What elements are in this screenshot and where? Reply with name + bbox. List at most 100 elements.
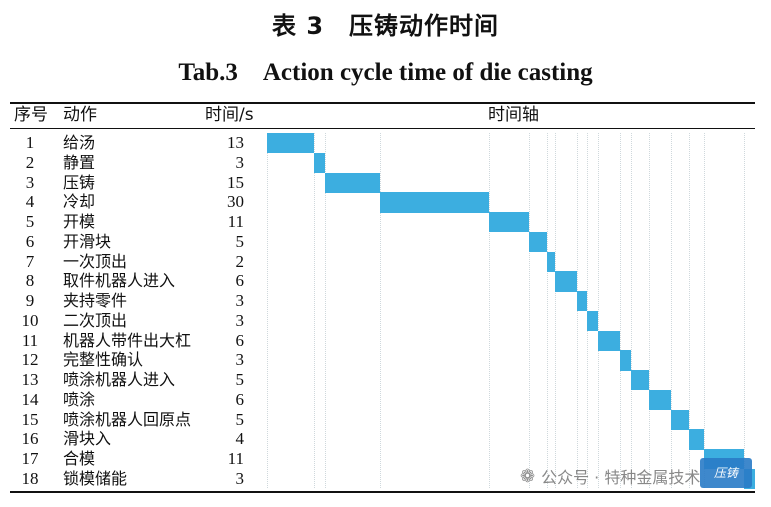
row-number: 7 bbox=[25, 251, 35, 271]
header-action: 动作 bbox=[63, 105, 97, 125]
row-number: 12 bbox=[21, 350, 39, 370]
row-action: 二次顶出 bbox=[63, 310, 128, 330]
table-row: 2 静置 3 bbox=[0, 153, 771, 173]
row-number: 10 bbox=[21, 310, 39, 330]
timeline-bar bbox=[587, 310, 599, 331]
timeline-guide bbox=[704, 133, 705, 488]
header-timeline: 时间轴 bbox=[488, 105, 539, 125]
timeline-bar bbox=[689, 429, 704, 450]
table-row: 9 夹持零件 3 bbox=[0, 291, 771, 311]
timeline-bar bbox=[547, 251, 555, 272]
row-number: 3 bbox=[25, 172, 35, 192]
table-row: 5 开模 11 bbox=[0, 212, 771, 232]
row-time: 11 bbox=[227, 212, 244, 231]
table-row: 6 开滑块 5 bbox=[0, 232, 771, 252]
row-time: 5 bbox=[235, 370, 245, 389]
row-action: 开滑块 bbox=[63, 231, 112, 251]
row-time: 11 bbox=[227, 449, 244, 468]
row-number: 5 bbox=[25, 212, 35, 231]
row-action: 开模 bbox=[63, 212, 96, 231]
row-action: 静置 bbox=[63, 152, 96, 172]
bottom-rule bbox=[10, 491, 755, 493]
row-number: 8 bbox=[25, 271, 35, 291]
timeline-guide bbox=[689, 133, 691, 488]
table-row: 13 喷涂机器人进入 5 bbox=[0, 370, 771, 390]
row-time: 3 bbox=[235, 468, 245, 488]
timeline-bar bbox=[529, 231, 548, 252]
timeline-guide bbox=[379, 133, 381, 488]
timeline-guide bbox=[325, 133, 327, 488]
row-action: 喷涂 bbox=[63, 389, 96, 409]
timeline-guide bbox=[671, 133, 673, 488]
timeline-guide bbox=[744, 133, 746, 488]
table-row: 14 喷涂 6 bbox=[0, 390, 771, 410]
timeline-bar bbox=[554, 271, 577, 292]
header-no: 序号 bbox=[14, 105, 48, 125]
row-time: 15 bbox=[227, 172, 244, 192]
row-number: 2 bbox=[25, 152, 35, 172]
row-time: 2 bbox=[235, 251, 245, 271]
timeline-guide bbox=[631, 133, 633, 488]
row-time: 6 bbox=[235, 330, 245, 350]
wechat-icon: ❁ bbox=[520, 465, 536, 487]
row-number: 13 bbox=[21, 370, 39, 389]
table-row: 11 机器人带件出大杠 6 bbox=[0, 331, 771, 351]
timeline-bar bbox=[314, 152, 326, 173]
timeline-guide bbox=[489, 133, 491, 488]
row-action: 合模 bbox=[63, 449, 96, 468]
row-time: 4 bbox=[235, 429, 245, 449]
table-row: 17 合模 11 bbox=[0, 449, 771, 469]
row-time: 3 bbox=[235, 350, 245, 370]
row-number: 1 bbox=[25, 133, 35, 152]
table-row: 4 冷却 30 bbox=[0, 192, 771, 212]
row-number: 16 bbox=[21, 429, 39, 449]
timeline-bar bbox=[671, 409, 690, 430]
watermark-text: 公众号 · 特种金属技术 bbox=[541, 468, 701, 487]
row-time: 5 bbox=[235, 409, 245, 429]
row-action: 一次顶出 bbox=[63, 251, 128, 271]
table-row: 1 给汤 13 bbox=[0, 133, 771, 153]
row-number: 11 bbox=[21, 330, 39, 350]
row-action: 取件机器人进入 bbox=[63, 271, 176, 291]
row-action: 滑块入 bbox=[63, 429, 112, 449]
row-number: 6 bbox=[25, 231, 35, 251]
row-number: 14 bbox=[21, 389, 39, 409]
row-time: 6 bbox=[235, 271, 245, 291]
timeline-guide bbox=[314, 133, 316, 488]
timeline-guide bbox=[587, 133, 589, 488]
row-action: 机器人带件出大杠 bbox=[63, 330, 192, 350]
top-rule bbox=[10, 102, 755, 104]
timeline-guide bbox=[649, 133, 651, 488]
table-row: 10 二次顶出 3 bbox=[0, 311, 771, 331]
header-time: 时间/s bbox=[205, 105, 254, 125]
table-row: 12 完整性确认 3 bbox=[0, 350, 771, 370]
timeline-guide bbox=[547, 133, 549, 488]
timeline-bar bbox=[649, 389, 672, 410]
timeline-guide bbox=[598, 133, 600, 488]
row-action: 喷涂机器人进入 bbox=[63, 370, 176, 389]
table-row: 16 滑块入 4 bbox=[0, 429, 771, 449]
timeline-guide bbox=[554, 133, 556, 488]
timeline-bar bbox=[576, 291, 588, 312]
timeline-bar bbox=[489, 212, 530, 233]
timeline-guide bbox=[529, 133, 531, 488]
timeline-bar bbox=[598, 330, 621, 351]
row-time: 3 bbox=[235, 310, 245, 330]
row-action: 给汤 bbox=[63, 133, 96, 152]
timeline-bar bbox=[620, 350, 632, 371]
table-row: 3 压铸 15 bbox=[0, 173, 771, 193]
timeline-bar bbox=[631, 370, 650, 391]
row-number: 9 bbox=[25, 291, 35, 310]
row-time: 3 bbox=[235, 152, 245, 172]
row-number: 15 bbox=[21, 409, 39, 429]
row-number: 18 bbox=[21, 468, 39, 488]
timeline-bar bbox=[267, 133, 315, 154]
watermark: ❁ 公众号 · 特种金属技术 bbox=[520, 458, 700, 494]
watermark-stamp: 压铸 bbox=[700, 458, 752, 488]
row-time: 5 bbox=[235, 231, 245, 251]
timeline-bar bbox=[379, 192, 490, 213]
table-row: 15 喷涂机器人回原点 5 bbox=[0, 410, 771, 430]
row-action: 完整性确认 bbox=[63, 350, 144, 370]
row-action: 喷涂机器人回原点 bbox=[63, 409, 192, 429]
table-row: 8 取件机器人进入 6 bbox=[0, 271, 771, 291]
